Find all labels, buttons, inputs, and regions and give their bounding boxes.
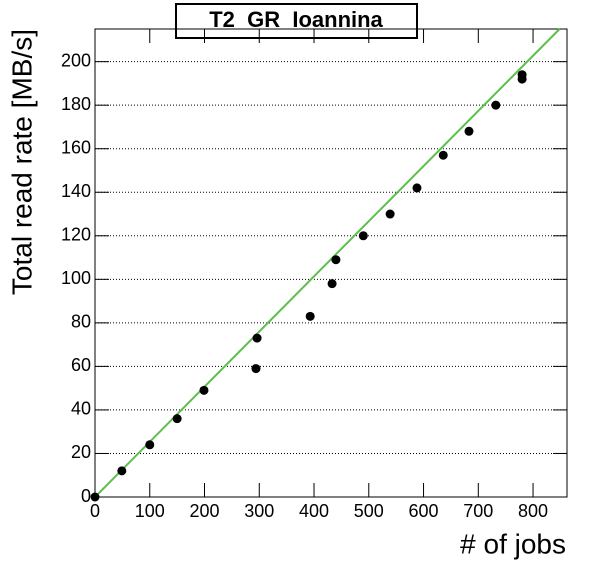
x-tick-label: 400: [299, 501, 329, 521]
point: [172, 414, 182, 424]
fit-line: [94, 28, 561, 498]
x-tick-label: 100: [135, 501, 165, 521]
point: [117, 466, 127, 476]
point: [305, 311, 315, 321]
point: [517, 74, 527, 84]
x-tick-label: 500: [354, 501, 384, 521]
point: [331, 255, 341, 265]
y-axis-label: Total read rate [MB/s]: [6, 29, 37, 295]
x-tick-label: 600: [409, 501, 439, 521]
point: [385, 209, 395, 219]
x-tick-label: 200: [189, 501, 219, 521]
point: [412, 183, 422, 193]
point: [464, 126, 474, 136]
y-tick-label: 60: [71, 355, 91, 375]
title-box: [175, 3, 418, 39]
x-tick-label: 300: [244, 501, 274, 521]
y-tick-label: 0: [81, 486, 91, 506]
y-tick-label: 160: [61, 137, 91, 157]
y-tick-label: 180: [61, 94, 91, 114]
point: [251, 364, 261, 374]
point: [358, 231, 368, 241]
x-tick-label: 0: [90, 501, 100, 521]
chart-title: T2_GR_Ioannina: [209, 7, 383, 32]
x-tick-label: 700: [463, 501, 493, 521]
plot-frame: [94, 28, 568, 498]
y-tick-label: 40: [71, 399, 91, 419]
y-tick-label: 80: [71, 312, 91, 332]
x-tick-label: 800: [518, 501, 548, 521]
point: [90, 492, 100, 502]
y-tick-label: 100: [61, 268, 91, 288]
point: [252, 333, 262, 343]
y-tick-label: 20: [71, 442, 91, 462]
point: [327, 279, 337, 289]
point: [491, 100, 501, 110]
point: [145, 440, 155, 450]
point: [438, 150, 448, 160]
x-axis-label: # of jobs: [460, 528, 566, 559]
point: [199, 385, 209, 395]
y-tick-label: 140: [61, 181, 91, 201]
y-tick-label: 200: [61, 50, 91, 70]
y-tick-label: 120: [61, 225, 91, 245]
